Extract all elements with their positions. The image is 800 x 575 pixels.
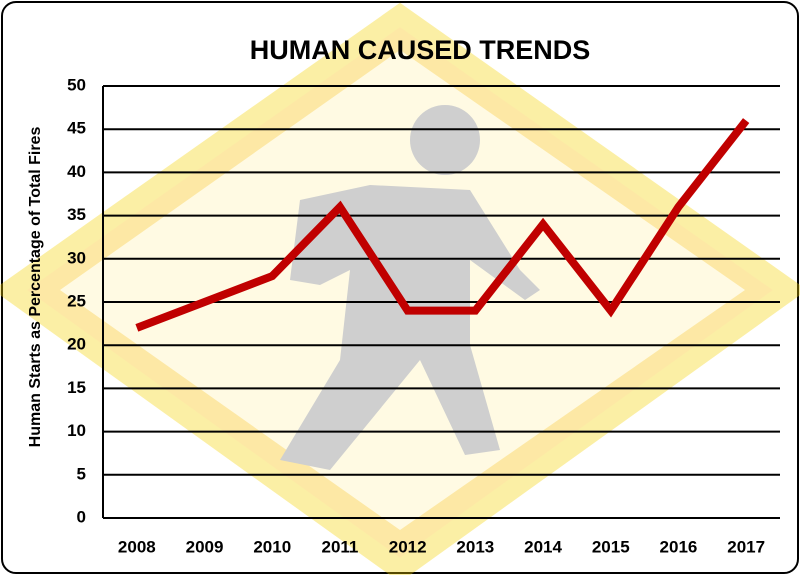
x-tick-label: 2016 <box>660 537 698 556</box>
x-tick-label: 2014 <box>524 537 562 556</box>
y-tick-label: 50 <box>67 75 86 94</box>
y-tick-label: 15 <box>67 378 86 397</box>
chart-title: HUMAN CAUSED TRENDS <box>250 35 591 65</box>
x-tick-label: 2012 <box>389 537 427 556</box>
y-tick-label: 45 <box>67 119 86 138</box>
y-tick-label: 30 <box>67 248 86 267</box>
y-axis-label: Human Starts as Percentage of Total Fire… <box>27 127 44 448</box>
y-tick-label: 0 <box>77 507 86 526</box>
y-tick-label: 35 <box>67 205 86 224</box>
x-tick-label: 2011 <box>322 537 359 556</box>
y-tick-label: 10 <box>67 421 86 440</box>
y-tick-label: 5 <box>77 464 86 483</box>
x-tick-label: 2009 <box>186 537 224 556</box>
pedestrian-icon <box>280 105 540 470</box>
x-tick-label: 2010 <box>253 537 291 556</box>
sign-inner <box>60 50 745 530</box>
x-tick-label: 2017 <box>727 537 765 556</box>
data-line <box>135 118 750 332</box>
x-tick-label: 2015 <box>592 537 630 556</box>
y-tick-label: 40 <box>67 162 86 181</box>
x-tick-label: 2013 <box>456 537 494 556</box>
y-tick-label: 20 <box>67 335 86 354</box>
x-tick-label: 2008 <box>118 537 156 556</box>
y-tick-label: 25 <box>67 291 86 310</box>
